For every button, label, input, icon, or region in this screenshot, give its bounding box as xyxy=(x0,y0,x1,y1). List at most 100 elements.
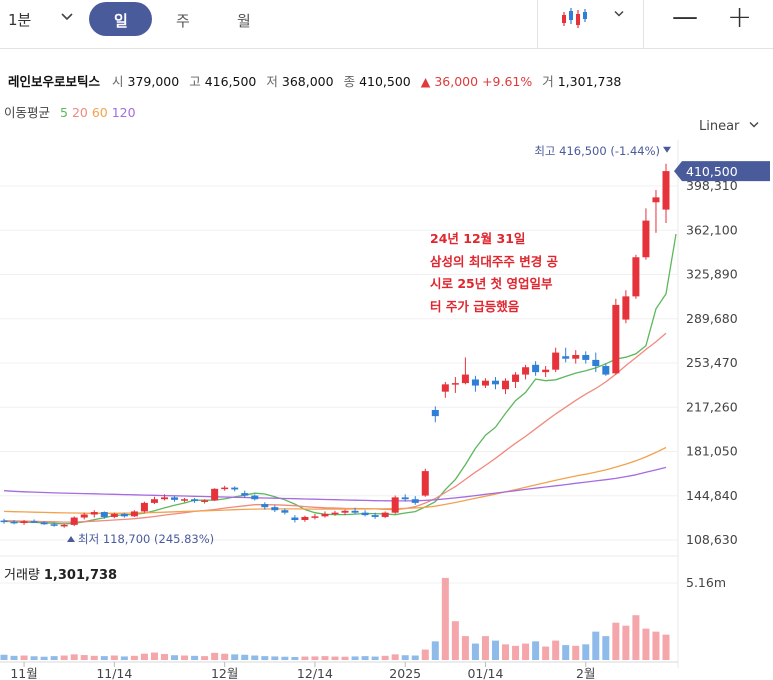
volume-bar xyxy=(301,656,309,660)
volume-bar xyxy=(90,655,98,660)
volume-bar xyxy=(201,656,209,660)
scale-mode-selector[interactable]: Linear xyxy=(699,119,760,134)
ma-label: 이동평균 xyxy=(4,105,51,120)
volume-bar xyxy=(421,649,429,660)
candle-body xyxy=(221,487,229,490)
volume-bar xyxy=(150,652,158,660)
volume-bar xyxy=(381,655,389,660)
volume-bar xyxy=(30,656,38,660)
tab-month[interactable]: 월 xyxy=(237,12,251,30)
volume-bar xyxy=(361,656,369,660)
tab-week[interactable]: 주 xyxy=(176,12,190,30)
volume-bar xyxy=(211,652,219,660)
last-price-label: 410,500 xyxy=(686,164,738,179)
volume-bar xyxy=(622,625,630,660)
candle-body xyxy=(120,513,128,517)
candle-body xyxy=(160,497,168,500)
zoom-out-button[interactable]: — xyxy=(672,2,698,32)
low-marker-icon xyxy=(67,536,75,542)
candle-body xyxy=(201,500,209,502)
candle-body xyxy=(471,379,479,386)
candle-body xyxy=(0,520,8,523)
high-marker-icon xyxy=(663,146,671,153)
volume-bar xyxy=(582,644,590,660)
ma-20-label: 20 xyxy=(71,105,88,120)
candle-body xyxy=(411,499,419,503)
chevron-down-icon[interactable] xyxy=(60,10,74,28)
annotation-line: 24년 12월 31일 xyxy=(430,231,526,246)
candle-body xyxy=(311,516,319,518)
candle-body xyxy=(441,384,449,392)
volume-bar xyxy=(512,645,520,660)
candle-body xyxy=(642,220,650,258)
volume-bar xyxy=(100,656,108,660)
x-tick-label: 2월 xyxy=(576,666,595,680)
ma-60-label: 60 xyxy=(91,105,108,120)
volume-bar xyxy=(662,634,670,660)
candle-body xyxy=(130,511,138,517)
y-tick-label: 362,100 xyxy=(686,222,738,237)
low-value: 368,000 xyxy=(281,74,334,89)
change-value: ▲ 36,000 xyxy=(420,74,479,89)
scale-mode-label: Linear xyxy=(699,119,740,134)
tab-day[interactable]: 일 xyxy=(114,12,128,30)
candle-body xyxy=(231,487,239,490)
volume-bar xyxy=(371,656,379,660)
volume-bar xyxy=(532,641,540,660)
candle-body xyxy=(612,304,620,374)
candle-body xyxy=(532,364,540,373)
chevron-down-icon[interactable] xyxy=(613,8,625,23)
candle-body xyxy=(90,512,98,515)
candle-body xyxy=(20,521,28,524)
candle-body xyxy=(351,510,359,513)
candle-body xyxy=(401,497,409,500)
zoom-in-button[interactable]: + xyxy=(727,0,753,35)
volume-bar xyxy=(522,643,530,660)
volume-bar xyxy=(171,655,179,660)
volume-bar xyxy=(401,655,409,660)
volume-bar xyxy=(20,655,28,660)
candle-body xyxy=(60,524,68,527)
candle-body xyxy=(662,171,670,210)
y-tick-label: 253,470 xyxy=(686,355,738,370)
candle-body xyxy=(191,499,199,502)
volume-bar xyxy=(10,655,18,660)
x-tick-label: 2025 xyxy=(389,666,421,680)
candle-body xyxy=(502,380,510,390)
annotation-line: 터 주가 급등했음 xyxy=(430,298,520,314)
y-tick-label: 289,680 xyxy=(686,311,738,326)
chart-toolbar xyxy=(0,0,773,49)
moving-average-legend[interactable]: 이동평균 5 20 60 120 xyxy=(4,102,136,121)
candle-body xyxy=(241,493,249,496)
candle-body xyxy=(542,369,550,373)
volume-tick-label: 5.16m xyxy=(686,575,726,590)
annotation-line: 시로 25년 첫 영업일부 xyxy=(430,276,553,291)
interval-selector[interactable]: 1분 xyxy=(8,11,32,29)
low-label: 저 xyxy=(266,74,278,89)
candlestick-icon[interactable] xyxy=(560,6,592,30)
volume-bar xyxy=(351,656,359,660)
stock-info-line: 레인보우로보틱스 시 379,000 고 416,500 저 368,000 종… xyxy=(8,71,627,90)
y-tick-label: 398,310 xyxy=(686,178,738,193)
volume-bar xyxy=(110,655,118,660)
last-price-tag xyxy=(674,161,770,182)
y-tick-label: 217,260 xyxy=(686,399,738,414)
candle-body xyxy=(562,356,570,359)
volume-bar xyxy=(321,656,329,660)
volume-bar xyxy=(160,654,168,660)
candle-body xyxy=(321,513,329,517)
candle-body xyxy=(70,517,78,525)
candle-body xyxy=(140,502,148,512)
candle-body xyxy=(50,524,58,526)
high-marker-label: 최고 416,500 (-1.44%) xyxy=(534,144,660,158)
candle-body xyxy=(291,517,299,520)
volume-bar xyxy=(341,656,349,660)
candle-body xyxy=(171,497,179,500)
volume-bar xyxy=(632,615,640,660)
ma-60-line xyxy=(3,446,667,514)
x-tick-label: 12/14 xyxy=(297,666,333,680)
volume-bar xyxy=(120,656,128,660)
candle-body xyxy=(150,499,158,503)
low-marker-label: 최저 118,700 (245.83%) xyxy=(78,532,214,546)
